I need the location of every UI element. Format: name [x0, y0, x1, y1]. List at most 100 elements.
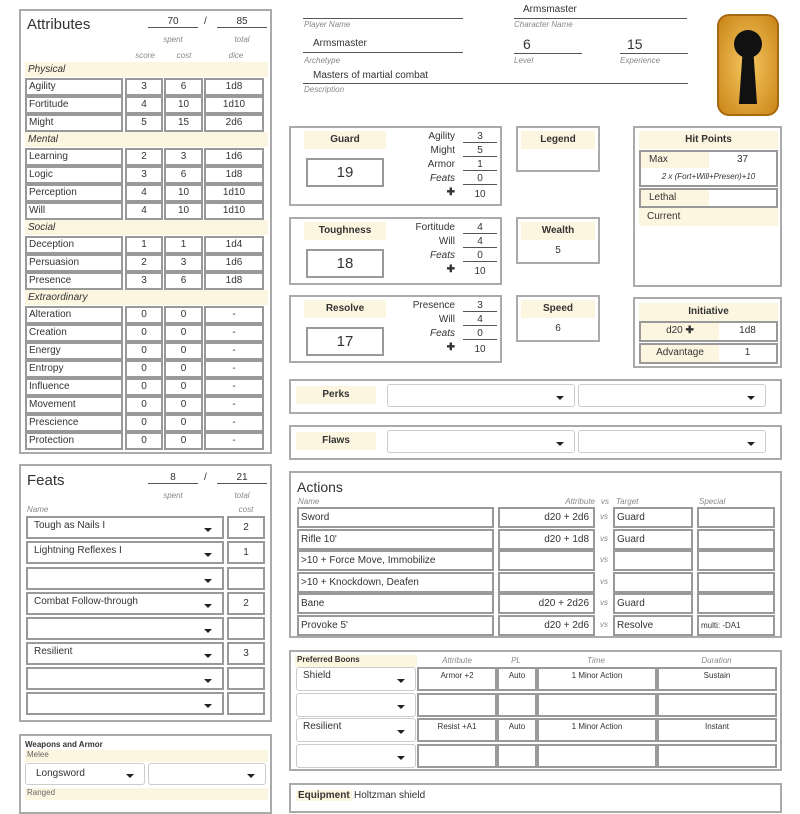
attribute-score[interactable]: 0: [125, 432, 163, 450]
action-target[interactable]: [613, 550, 693, 571]
flaw-select-1[interactable]: [387, 430, 575, 453]
speed-value[interactable]: 6: [555, 323, 561, 334]
action-target[interactable]: Guard: [613, 528, 693, 550]
defense-component-value[interactable]: 3: [463, 300, 497, 312]
attribute-score[interactable]: 1: [125, 236, 163, 254]
boon-attribute[interactable]: [417, 743, 497, 768]
attribute-score[interactable]: 4: [125, 96, 163, 114]
boon-duration[interactable]: Instant: [657, 718, 777, 742]
boon-pl[interactable]: [497, 692, 537, 717]
boon-pl[interactable]: Auto: [497, 718, 537, 742]
boon-select[interactable]: [296, 743, 416, 768]
attribute-score[interactable]: 0: [125, 342, 163, 360]
initiative-dice[interactable]: 1d8: [739, 325, 756, 336]
action-attribute[interactable]: [498, 571, 595, 593]
player-name-field[interactable]: [303, 18, 463, 19]
defense-component-value[interactable]: 4: [463, 222, 497, 234]
level-field[interactable]: 6: [514, 36, 582, 54]
advantage-value[interactable]: 1: [744, 347, 751, 358]
feat-select[interactable]: [26, 567, 224, 590]
boon-duration[interactable]: Sustain: [657, 667, 777, 691]
boon-attribute[interactable]: [417, 692, 497, 717]
attribute-score[interactable]: 0: [125, 360, 163, 378]
action-attribute[interactable]: [498, 550, 595, 571]
boon-time[interactable]: [537, 692, 657, 717]
feat-cost[interactable]: [227, 692, 265, 715]
defense-value[interactable]: 19: [306, 158, 384, 187]
boon-time[interactable]: 1 Minor Action: [537, 718, 657, 742]
action-target[interactable]: [613, 571, 693, 593]
action-special[interactable]: [697, 507, 775, 528]
max-hp-value[interactable]: 37: [736, 154, 749, 165]
attribute-score[interactable]: 0: [125, 324, 163, 342]
wealth-value[interactable]: 5: [555, 245, 561, 256]
action-target[interactable]: Guard: [613, 593, 693, 614]
boon-pl[interactable]: Auto: [497, 667, 537, 691]
flaw-select-2[interactable]: [578, 430, 766, 453]
action-special[interactable]: [697, 571, 775, 593]
action-target[interactable]: Guard: [613, 507, 693, 528]
archetype-field[interactable]: Armsmaster: [303, 38, 463, 53]
perk-select-1[interactable]: [387, 384, 575, 407]
attribute-score[interactable]: 0: [125, 396, 163, 414]
action-attribute[interactable]: d20 + 2d26: [498, 593, 595, 614]
feat-cost[interactable]: [227, 567, 265, 590]
feat-select[interactable]: Resilient: [26, 642, 224, 665]
defense-component-value[interactable]: 0: [463, 328, 497, 340]
feat-select[interactable]: Lightning Reflexes I: [26, 541, 224, 564]
defense-component-value[interactable]: 1: [463, 159, 497, 171]
feat-cost[interactable]: [227, 617, 265, 640]
character-name-field[interactable]: Armsmaster: [514, 4, 687, 19]
feat-cost[interactable]: 2: [227, 592, 265, 615]
attribute-score[interactable]: 0: [125, 378, 163, 396]
feat-select[interactable]: [26, 617, 224, 640]
boon-duration[interactable]: [657, 743, 777, 768]
boon-attribute[interactable]: Armor +2: [417, 667, 497, 691]
defense-value[interactable]: 18: [306, 249, 384, 278]
attribute-score[interactable]: 3: [125, 272, 163, 290]
boon-select[interactable]: [296, 692, 416, 717]
action-special[interactable]: [697, 593, 775, 614]
defense-component-value[interactable]: 4: [463, 314, 497, 326]
attribute-score[interactable]: 5: [125, 114, 163, 132]
action-name[interactable]: >10 + Knockdown, Deafen: [297, 571, 494, 593]
attribute-score[interactable]: 2: [125, 148, 163, 166]
defense-component-value[interactable]: 4: [463, 236, 497, 248]
boon-select[interactable]: Resilient: [296, 718, 416, 742]
boon-pl[interactable]: [497, 743, 537, 768]
attribute-score[interactable]: 4: [125, 202, 163, 220]
lethal-input[interactable]: [709, 190, 776, 206]
melee-weapon-select[interactable]: Longsword: [25, 763, 145, 785]
action-name[interactable]: Bane: [297, 593, 494, 614]
experience-field[interactable]: 15: [620, 36, 688, 54]
action-attribute[interactable]: d20 + 2d6: [498, 614, 595, 636]
feat-cost[interactable]: 3: [227, 642, 265, 665]
melee-weapon-2-select[interactable]: [148, 763, 266, 785]
feat-select[interactable]: Combat Follow-through: [26, 592, 224, 615]
defense-component-value[interactable]: 3: [463, 131, 497, 143]
feat-select[interactable]: Tough as Nails I: [26, 516, 224, 539]
action-special[interactable]: multi: -DA1: [697, 614, 775, 636]
feat-cost[interactable]: [227, 667, 265, 690]
action-name[interactable]: Rifle 10': [297, 528, 494, 550]
action-special[interactable]: [697, 550, 775, 571]
attribute-score[interactable]: 3: [125, 78, 163, 96]
description-field[interactable]: Masters of martial combat: [303, 70, 688, 84]
action-name[interactable]: Provoke 5': [297, 614, 494, 636]
attribute-score[interactable]: 3: [125, 166, 163, 184]
attribute-score[interactable]: 0: [125, 414, 163, 432]
perk-select-2[interactable]: [578, 384, 766, 407]
action-attribute[interactable]: d20 + 2d6: [498, 507, 595, 528]
feat-select[interactable]: [26, 667, 224, 690]
defense-component-value[interactable]: 5: [463, 145, 497, 157]
action-special[interactable]: [697, 528, 775, 550]
action-target[interactable]: Resolve: [613, 614, 693, 636]
defense-value[interactable]: 17: [306, 327, 384, 356]
action-name[interactable]: Sword: [297, 507, 494, 528]
attribute-score[interactable]: 2: [125, 254, 163, 272]
current-hp-label[interactable]: Current: [639, 208, 778, 226]
boon-time[interactable]: 1 Minor Action: [537, 667, 657, 691]
boon-attribute[interactable]: Resist +A1: [417, 718, 497, 742]
feat-cost[interactable]: 1: [227, 541, 265, 564]
feat-cost[interactable]: 2: [227, 516, 265, 539]
